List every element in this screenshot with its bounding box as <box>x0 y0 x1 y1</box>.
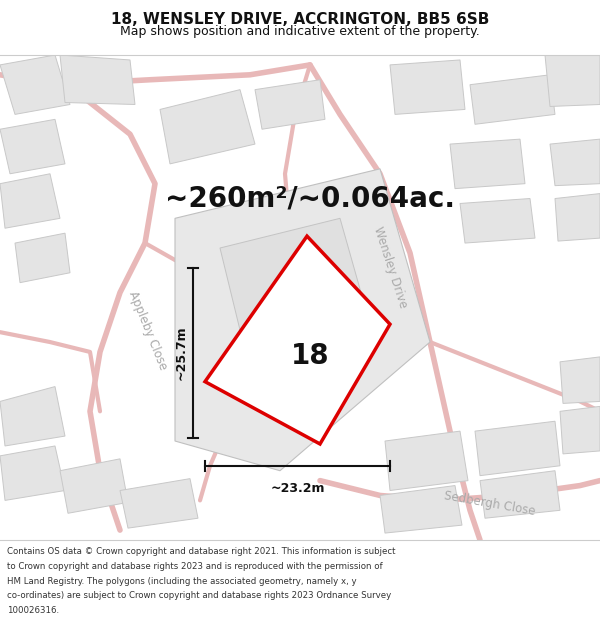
Text: Map shows position and indicative extent of the property.: Map shows position and indicative extent… <box>120 26 480 39</box>
Polygon shape <box>0 174 60 228</box>
Polygon shape <box>0 446 65 501</box>
Polygon shape <box>450 139 525 189</box>
Text: 18: 18 <box>291 342 330 371</box>
Text: ~23.2m: ~23.2m <box>270 482 325 494</box>
Polygon shape <box>560 357 600 403</box>
Polygon shape <box>0 119 65 174</box>
Text: ~25.7m: ~25.7m <box>175 326 187 380</box>
Polygon shape <box>555 194 600 241</box>
Polygon shape <box>175 169 430 471</box>
Text: Sedbergh Close: Sedbergh Close <box>443 489 536 518</box>
Polygon shape <box>480 471 560 518</box>
Text: Appleby Close: Appleby Close <box>126 289 170 371</box>
Polygon shape <box>560 406 600 454</box>
Text: 18, WENSLEY DRIVE, ACCRINGTON, BB5 6SB: 18, WENSLEY DRIVE, ACCRINGTON, BB5 6SB <box>111 12 489 27</box>
Polygon shape <box>0 387 65 446</box>
Polygon shape <box>60 55 135 104</box>
Polygon shape <box>220 218 375 391</box>
Text: to Crown copyright and database rights 2023 and is reproduced with the permissio: to Crown copyright and database rights 2… <box>7 562 383 571</box>
Text: HM Land Registry. The polygons (including the associated geometry, namely x, y: HM Land Registry. The polygons (includin… <box>7 576 357 586</box>
Polygon shape <box>385 431 468 491</box>
Polygon shape <box>160 89 255 164</box>
Polygon shape <box>60 459 128 513</box>
Polygon shape <box>390 60 465 114</box>
Polygon shape <box>475 421 560 476</box>
Text: Contains OS data © Crown copyright and database right 2021. This information is : Contains OS data © Crown copyright and d… <box>7 547 396 556</box>
Polygon shape <box>550 139 600 186</box>
Text: co-ordinates) are subject to Crown copyright and database rights 2023 Ordnance S: co-ordinates) are subject to Crown copyr… <box>7 591 391 601</box>
Polygon shape <box>0 55 70 114</box>
Polygon shape <box>15 233 70 282</box>
Polygon shape <box>120 479 198 528</box>
Polygon shape <box>545 55 600 106</box>
Polygon shape <box>205 236 390 444</box>
Text: 100026316.: 100026316. <box>7 606 59 615</box>
Polygon shape <box>255 80 325 129</box>
Polygon shape <box>470 75 555 124</box>
Text: ~260m²/~0.064ac.: ~260m²/~0.064ac. <box>165 184 455 213</box>
Text: Wensley Drive: Wensley Drive <box>371 226 409 310</box>
Polygon shape <box>460 199 535 243</box>
Polygon shape <box>380 486 462 533</box>
